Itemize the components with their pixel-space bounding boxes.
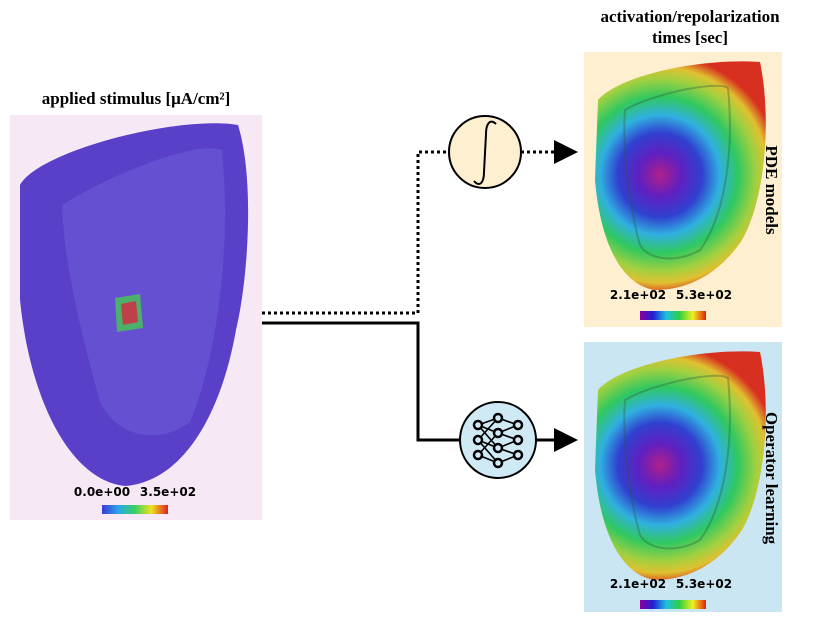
- colorbar-min: 0.0e+00: [74, 485, 130, 499]
- colorbar: [640, 600, 706, 609]
- output-title: times [sec]: [652, 28, 728, 47]
- colorbar-max: 5.3e+02: [676, 577, 732, 591]
- heart-map: [595, 351, 766, 580]
- operator-label: Operator learning: [762, 412, 781, 545]
- colorbar-min: 2.1e+02: [610, 577, 666, 591]
- output-title: activation/repolarization: [600, 7, 780, 26]
- stimulus-title: applied stimulus [μA/cm²]: [42, 89, 231, 108]
- stimulus-core: [121, 301, 138, 325]
- operator-connector: [262, 321, 460, 442]
- heart-map: [595, 61, 766, 291]
- heart-cavity: [623, 84, 731, 260]
- colorbar-min: 2.1e+02: [610, 288, 666, 302]
- pde-label: PDE models: [762, 145, 781, 235]
- pde-connector: [262, 150, 449, 315]
- network-icon: [472, 412, 524, 469]
- colorbar: [102, 505, 168, 514]
- heart-cavity: [623, 374, 731, 550]
- integral-symbol: [473, 120, 497, 185]
- heart-cavity: [62, 148, 226, 436]
- colorbar-max: 5.3e+02: [676, 288, 732, 302]
- colorbar: [640, 311, 706, 320]
- colorbar-max: 3.5e+02: [140, 485, 196, 499]
